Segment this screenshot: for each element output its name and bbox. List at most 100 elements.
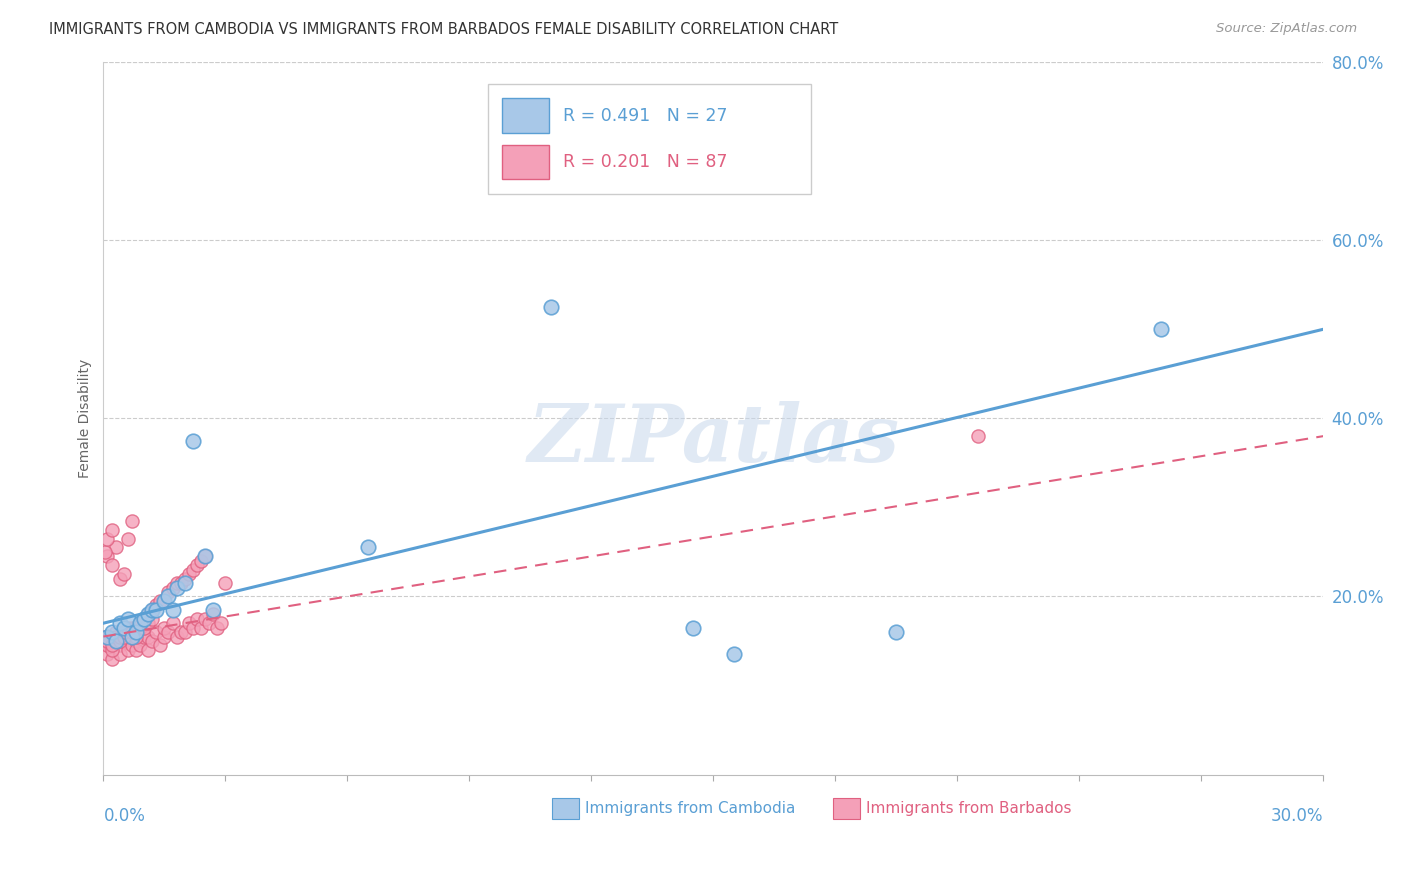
Text: Immigrants from Cambodia: Immigrants from Cambodia — [585, 801, 796, 816]
Point — [108, 572, 131, 586]
Point — [169, 576, 191, 591]
Point — [136, 607, 159, 622]
Point — [112, 625, 135, 640]
Point — [132, 612, 155, 626]
Point — [173, 572, 195, 586]
Point — [166, 581, 188, 595]
Point — [121, 639, 143, 653]
Point — [202, 603, 225, 617]
Text: Source: ZipAtlas.com: Source: ZipAtlas.com — [1216, 22, 1357, 36]
Point — [145, 603, 167, 617]
Point — [121, 625, 143, 640]
Point — [112, 621, 135, 635]
Point — [723, 648, 745, 662]
Point — [112, 625, 135, 640]
Point — [108, 630, 131, 644]
Point — [98, 630, 121, 644]
Point — [141, 603, 163, 617]
Text: 0.0%: 0.0% — [104, 806, 145, 824]
Point — [1149, 322, 1171, 336]
Text: IMMIGRANTS FROM CAMBODIA VS IMMIGRANTS FROM BARBADOS FEMALE DISABILITY CORRELATI: IMMIGRANTS FROM CAMBODIA VS IMMIGRANTS F… — [49, 22, 838, 37]
Point — [96, 630, 118, 644]
Text: 30.0%: 30.0% — [1271, 806, 1323, 824]
Point — [166, 630, 188, 644]
Point — [96, 639, 118, 653]
Point — [209, 616, 232, 631]
Point — [112, 630, 135, 644]
Point — [145, 599, 167, 613]
Text: R = 0.491   N = 27: R = 0.491 N = 27 — [564, 106, 728, 125]
Point — [117, 621, 139, 635]
Point — [132, 630, 155, 644]
Point — [94, 545, 117, 559]
Point — [108, 616, 131, 631]
Point — [149, 594, 172, 608]
Point — [186, 612, 208, 626]
Point — [682, 621, 704, 635]
Point — [117, 643, 139, 657]
Text: R = 0.201   N = 87: R = 0.201 N = 87 — [564, 153, 728, 171]
Point — [104, 630, 127, 644]
Point — [162, 581, 184, 595]
Point — [884, 625, 907, 640]
Point — [121, 630, 143, 644]
Text: Immigrants from Barbados: Immigrants from Barbados — [866, 801, 1071, 816]
Point — [100, 639, 122, 653]
Point — [177, 567, 200, 582]
Point — [100, 652, 122, 666]
Point — [141, 603, 163, 617]
Point — [202, 607, 225, 622]
Point — [186, 558, 208, 573]
Point — [153, 594, 176, 608]
Point — [108, 639, 131, 653]
Point — [141, 612, 163, 626]
Point — [100, 523, 122, 537]
Point — [173, 625, 195, 640]
Point — [166, 576, 188, 591]
Point — [132, 612, 155, 626]
FancyBboxPatch shape — [553, 798, 579, 820]
Point — [132, 621, 155, 635]
Point — [100, 558, 122, 573]
Point — [194, 549, 217, 564]
Point — [169, 625, 191, 640]
Point — [194, 549, 217, 564]
Point — [129, 616, 152, 631]
Point — [125, 643, 148, 657]
FancyBboxPatch shape — [502, 145, 548, 179]
Point — [157, 590, 180, 604]
Point — [966, 429, 988, 443]
Point — [153, 594, 176, 608]
Point — [104, 634, 127, 648]
Point — [129, 639, 152, 653]
Point — [190, 554, 212, 568]
Point — [136, 607, 159, 622]
Point — [96, 648, 118, 662]
Point — [108, 648, 131, 662]
Point — [194, 612, 217, 626]
Point — [205, 621, 228, 635]
Point — [136, 643, 159, 657]
Point — [141, 634, 163, 648]
Point — [125, 621, 148, 635]
Point — [145, 625, 167, 640]
Point — [112, 567, 135, 582]
Point — [96, 532, 118, 546]
Point — [149, 639, 172, 653]
Point — [117, 630, 139, 644]
Point — [112, 634, 135, 648]
Point — [117, 612, 139, 626]
Point — [157, 625, 180, 640]
FancyBboxPatch shape — [832, 798, 859, 820]
Point — [96, 634, 118, 648]
Point — [100, 634, 122, 648]
Point — [121, 621, 143, 635]
Point — [198, 616, 221, 631]
Point — [117, 532, 139, 546]
Point — [108, 634, 131, 648]
Point — [125, 630, 148, 644]
Point — [214, 576, 236, 591]
Point — [100, 643, 122, 657]
Point — [129, 616, 152, 631]
Point — [104, 634, 127, 648]
